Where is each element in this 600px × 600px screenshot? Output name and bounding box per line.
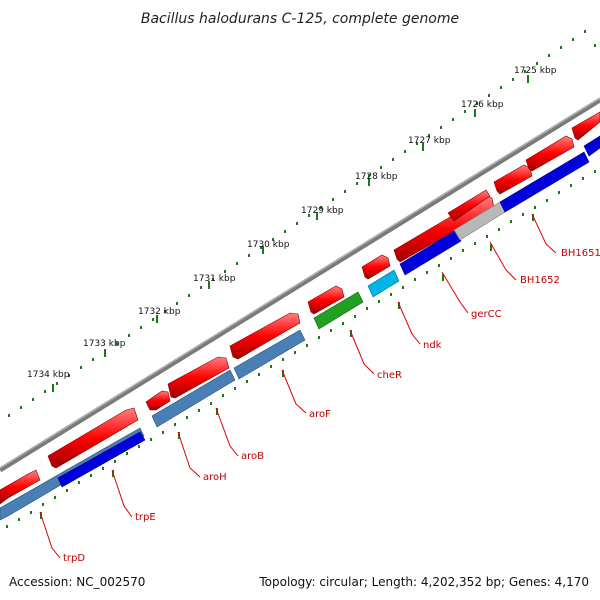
gene-bar-reverse[interactable] bbox=[499, 151, 590, 213]
gene-label-trpd[interactable]: trpD bbox=[63, 553, 85, 564]
map-title: Bacillus halodurans C-125, complete geno… bbox=[141, 11, 459, 27]
gene-bar-forward[interactable] bbox=[47, 407, 139, 469]
gene-bar-forward[interactable] bbox=[447, 189, 491, 222]
gene-bar-forward[interactable] bbox=[525, 135, 575, 172]
gene-bar-reverse[interactable] bbox=[399, 229, 462, 276]
gene-bar-reverse[interactable] bbox=[313, 291, 364, 330]
gene-bar-reverse[interactable] bbox=[583, 135, 600, 157]
gene-bar-reverse[interactable] bbox=[57, 431, 146, 488]
gene-bar-reverse[interactable] bbox=[233, 329, 306, 380]
outer-tick-arc bbox=[8, 30, 596, 417]
gene-label-aroh[interactable]: aroH bbox=[203, 472, 227, 483]
genome-backbone bbox=[0, 97, 600, 473]
tick-label: 1729 kbp bbox=[301, 206, 344, 216]
gene-bar-forward[interactable] bbox=[0, 469, 41, 505]
gene-bar-reverse[interactable] bbox=[151, 369, 236, 428]
tick-label: 1731 kbp bbox=[193, 274, 236, 284]
tick-label: 1733 kbp bbox=[83, 339, 126, 349]
reverse-strand-track bbox=[0, 135, 600, 521]
gene-label-ndk[interactable]: ndk bbox=[423, 340, 442, 351]
tick-label: 1734 kbp bbox=[27, 370, 70, 380]
forward-strand-track bbox=[0, 111, 600, 505]
inner-tick-arc bbox=[6, 170, 596, 528]
tick-label: 1726 kbp bbox=[461, 100, 504, 110]
genome-summary-text: Topology: circular; Length: 4,202,352 bp… bbox=[258, 575, 589, 589]
gene-label-trpe[interactable]: trpE bbox=[135, 512, 156, 523]
accession-text: Accession: NC_002570 bbox=[9, 575, 145, 589]
gene-bar-forward[interactable] bbox=[167, 356, 230, 399]
gene-label-cher[interactable]: cheR bbox=[377, 370, 402, 381]
gene-bar-forward[interactable] bbox=[493, 164, 533, 195]
tick-label: 1727 kbp bbox=[408, 136, 451, 146]
gene-label-gercc[interactable]: gerCC bbox=[471, 309, 502, 320]
tick-labels: 1725 kbp 1726 kbp 1727 kbp 1728 kbp 1729… bbox=[27, 66, 557, 380]
gene-bar-forward[interactable] bbox=[361, 254, 391, 280]
gene-label-bh1651[interactable]: BH1651 bbox=[561, 248, 600, 259]
gene-labels: BH1651 BH1652 gerCC ndk cheR aroF aroB a… bbox=[63, 248, 600, 564]
gene-bar-forward[interactable] bbox=[145, 390, 171, 411]
gene-label-arof[interactable]: aroF bbox=[309, 409, 331, 420]
gene-label-bh1652[interactable]: BH1652 bbox=[520, 275, 560, 286]
gene-label-arob[interactable]: aroB bbox=[241, 451, 264, 462]
tick-label: 1730 kbp bbox=[247, 240, 290, 250]
tick-label: 1725 kbp bbox=[514, 66, 557, 76]
gene-bar-forward[interactable] bbox=[571, 111, 600, 141]
gene-label-leaders bbox=[39, 213, 557, 559]
tick-label: 1732 kbp bbox=[138, 307, 181, 317]
tick-label: 1728 kbp bbox=[355, 172, 398, 182]
gene-bar-reverse[interactable] bbox=[367, 269, 400, 298]
gene-bar-forward[interactable] bbox=[307, 285, 345, 315]
genome-backbone-highlight bbox=[0, 97, 600, 469]
gene-bar-forward[interactable] bbox=[393, 195, 495, 263]
gene-bar-forward[interactable] bbox=[229, 312, 301, 360]
